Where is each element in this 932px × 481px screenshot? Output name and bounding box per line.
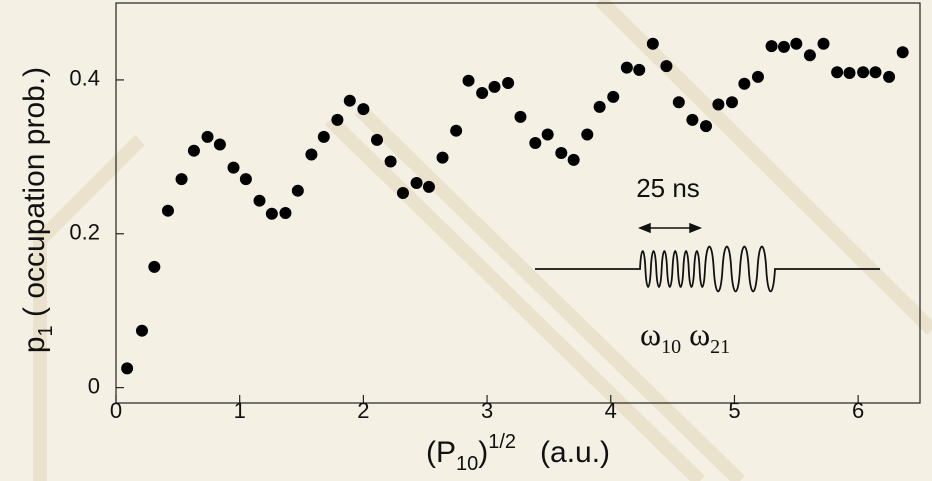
data-point: [410, 177, 423, 189]
x-label-sub: 10: [456, 453, 478, 475]
omega-1-sub: 10: [661, 336, 681, 358]
data-point: [646, 37, 659, 50]
data-point: [135, 324, 148, 337]
data-point: [555, 147, 568, 159]
data-point: [343, 94, 356, 107]
data-point: [712, 98, 725, 111]
x-tick-label: 6: [852, 398, 864, 423]
omega-2-sub: 21: [710, 336, 730, 358]
data-point: [213, 138, 226, 151]
y-label-sub: 1: [35, 325, 57, 336]
data-point: [541, 128, 554, 141]
data-point: [672, 96, 685, 109]
pulse-label: 25 ns: [636, 173, 700, 203]
data-point: [396, 187, 409, 199]
data-point: [187, 144, 200, 157]
data-point: [790, 37, 803, 50]
data-point: [817, 37, 830, 50]
data-point: [869, 66, 882, 79]
data-point: [514, 110, 527, 123]
y-label-rest: ( occupation prob.): [18, 67, 51, 325]
data-point: [581, 128, 594, 141]
data-point: [384, 155, 397, 168]
data-point: [857, 66, 870, 79]
data-point: [476, 87, 489, 99]
x-tick-label: 3: [481, 398, 493, 423]
data-point: [161, 204, 174, 217]
x-label-base: (P: [426, 436, 456, 469]
data-point: [239, 173, 252, 186]
pulse-arrow: [637, 222, 703, 234]
x-tick-label: 1: [234, 398, 246, 423]
y-tick-label: 0.4: [69, 66, 100, 91]
x-tick-label: 0: [110, 398, 122, 423]
data-point: [751, 70, 764, 83]
data-point: [450, 124, 463, 137]
x-label-unit: (a.u.): [540, 436, 610, 469]
x-tick-label: 2: [357, 398, 369, 423]
data-point: [253, 194, 266, 207]
data-point: [633, 63, 646, 76]
data-point: [488, 80, 501, 93]
data-point: [317, 130, 330, 143]
data-point: [843, 67, 856, 79]
data-point: [607, 90, 620, 103]
data-point: [370, 133, 383, 146]
data-point: [227, 161, 240, 174]
omega-2: ω: [689, 316, 710, 352]
y-label-base: p: [18, 336, 51, 353]
x-tick-label: 4: [605, 398, 617, 423]
data-point: [121, 362, 134, 375]
data-point: [883, 70, 896, 83]
data-point: [567, 153, 580, 166]
data-point: [291, 184, 304, 197]
background: [33, 0, 932, 481]
data-point: [725, 96, 738, 109]
x-axis-label: (P10)1/2 (a.u.): [426, 431, 610, 475]
pulse-waveform: [535, 245, 880, 293]
data-point: [660, 60, 673, 73]
data-point: [265, 207, 278, 220]
data-point: [305, 148, 318, 161]
data-point: [422, 180, 435, 193]
omega-label: ω10 ω21: [640, 316, 730, 358]
y-axis-label: p1 ( occupation prob.): [18, 67, 57, 353]
data-point: [700, 120, 713, 133]
x-label-close: ): [478, 436, 488, 469]
data-point: [175, 173, 188, 186]
data-point: [593, 100, 606, 113]
data-point: [620, 61, 633, 74]
omega-1: ω: [640, 316, 661, 352]
data-point: [831, 66, 844, 79]
data-point: [896, 46, 909, 59]
x-label-sup: 1/2: [488, 431, 516, 453]
data-point: [201, 130, 214, 143]
data-point: [148, 260, 161, 273]
data-point: [331, 113, 344, 126]
data-point: [529, 137, 542, 149]
data-point: [686, 113, 699, 126]
y-tick-label: 0.2: [69, 220, 100, 245]
x-tick-label: 5: [728, 398, 740, 423]
data-point: [765, 40, 778, 53]
y-tick-label: 0: [88, 373, 100, 398]
data-point: [462, 74, 475, 87]
data-point: [738, 77, 751, 90]
plot-frame: [115, 2, 921, 404]
data-point: [357, 103, 370, 116]
data-point: [279, 207, 292, 219]
data-point: [436, 151, 449, 164]
data-point: [777, 40, 790, 53]
data-point: [803, 49, 816, 62]
data-point: [502, 77, 515, 89]
